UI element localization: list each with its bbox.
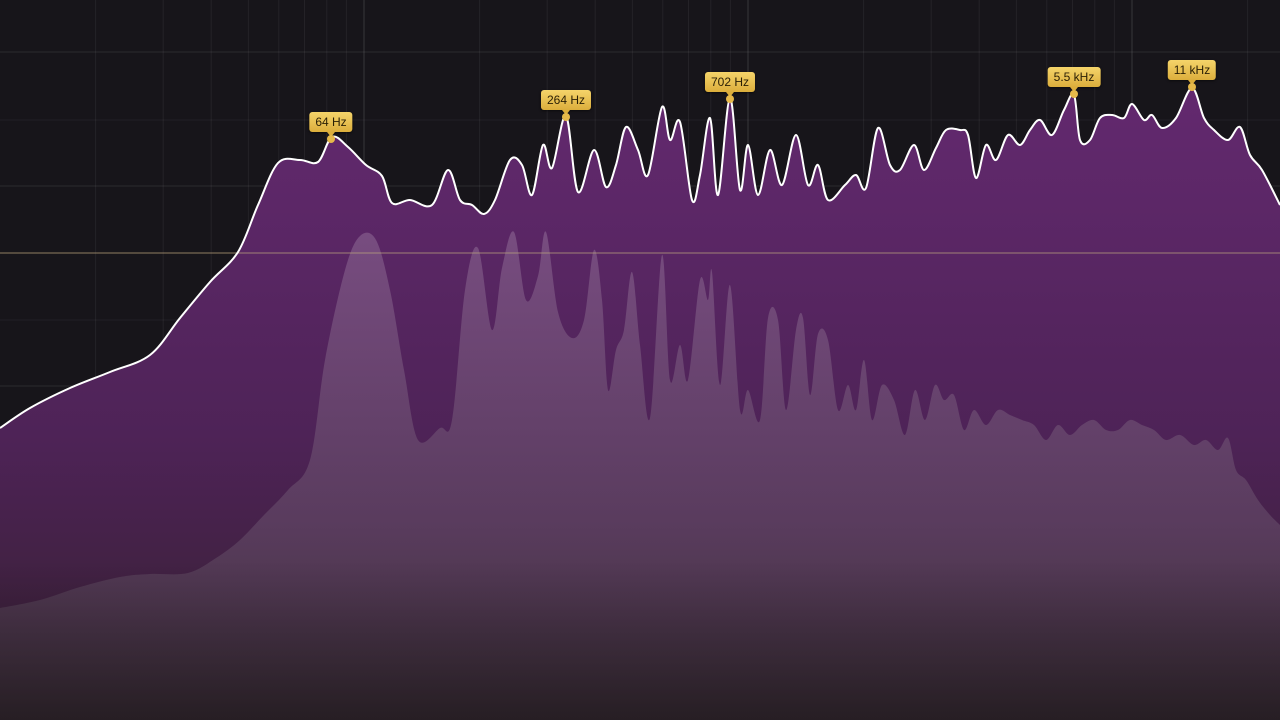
peak-pointer-icon: [1188, 80, 1196, 85]
peak-pointer-icon: [327, 132, 335, 137]
peak-dot-icon: [1070, 90, 1078, 98]
peak-label: 11 kHz: [1167, 60, 1217, 80]
peak-pointer-icon: [1070, 87, 1078, 92]
peak-dot-icon: [1188, 83, 1196, 91]
peak-dot-icon: [327, 135, 335, 143]
peak-hold-curve: [0, 87, 1280, 429]
peak-dot-icon: [562, 113, 570, 121]
peak-label: 264 Hz: [540, 90, 592, 110]
peak-pointer-icon: [562, 110, 570, 115]
bottom-shade: [0, 560, 1280, 720]
peak-label: 702 Hz: [704, 72, 756, 92]
peak-dot-icon: [726, 95, 734, 103]
peak-pointer-icon: [726, 92, 734, 97]
peak-label: 5.5 kHz: [1047, 67, 1101, 87]
peak-label: 64 Hz: [309, 112, 353, 132]
